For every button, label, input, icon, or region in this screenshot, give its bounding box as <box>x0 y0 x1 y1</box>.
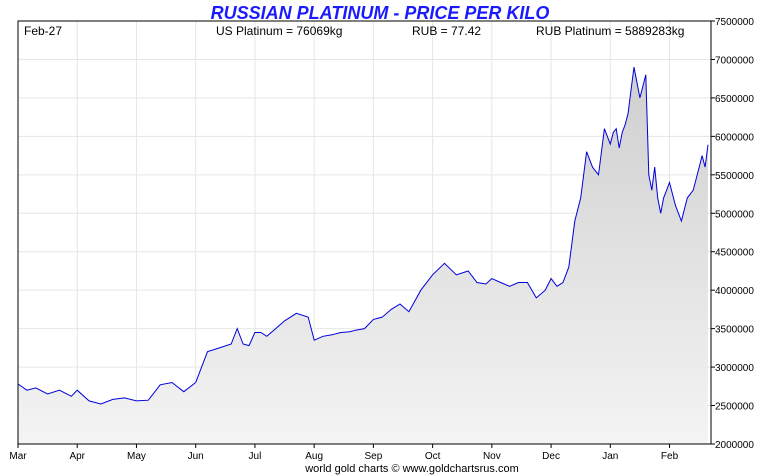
y-tick-label: 4500000 <box>715 248 754 259</box>
x-tick-label: Jul <box>249 451 262 462</box>
y-tick-label: 7500000 <box>715 17 754 28</box>
x-tick-label: Mar <box>9 451 27 462</box>
x-tick-label: Apr <box>69 451 85 462</box>
x-tick-label: Aug <box>305 451 323 462</box>
y-tick-label: 3500000 <box>715 325 754 336</box>
y-tick-label: 6500000 <box>715 94 754 105</box>
y-axis-ticks: 2000000 2500000 3000000 3500000 4000000 45000… <box>711 17 754 451</box>
rub-rate-label: RUB = 77.42 <box>412 24 481 38</box>
us-platinum-label: US Platinum = 76069kg <box>216 24 342 38</box>
y-tick-label: 7000000 <box>715 55 754 66</box>
price-line <box>17 67 709 405</box>
y-tick-label: 4000000 <box>715 286 754 297</box>
price-area <box>18 67 708 444</box>
plot-frame <box>17 20 712 445</box>
x-tick-label: Dec <box>542 451 560 462</box>
rub-platinum-label: RUB Platinum = 5889283kg <box>536 24 684 38</box>
x-tick-label: Oct <box>425 451 441 462</box>
footer-credit: world gold charts © www.goldchartsrus.co… <box>304 463 519 475</box>
y-tick-label: 3000000 <box>715 363 754 374</box>
x-axis-ticks: Mar Apr May Jun Jul Aug Sep Oct Nov Dec Jan Feb <box>9 444 679 462</box>
chart-title: RUSSIAN PLATINUM - PRICE PER KILO <box>211 3 550 23</box>
y-tick-label: 6000000 <box>715 132 754 143</box>
y-tick-label: 2500000 <box>715 402 754 413</box>
y-tick-label: 5500000 <box>715 171 754 182</box>
y-tick-label: 5000000 <box>715 209 754 220</box>
x-tick-label: Jun <box>188 451 204 462</box>
x-tick-label: Sep <box>364 451 382 462</box>
x-tick-label: May <box>127 451 146 462</box>
x-tick-label: Nov <box>483 451 501 462</box>
date-label: Feb-27 <box>24 24 62 38</box>
x-tick-label: Feb <box>661 451 679 462</box>
x-tick-label: Jan <box>602 451 618 462</box>
y-tick-label: 2000000 <box>715 440 754 451</box>
